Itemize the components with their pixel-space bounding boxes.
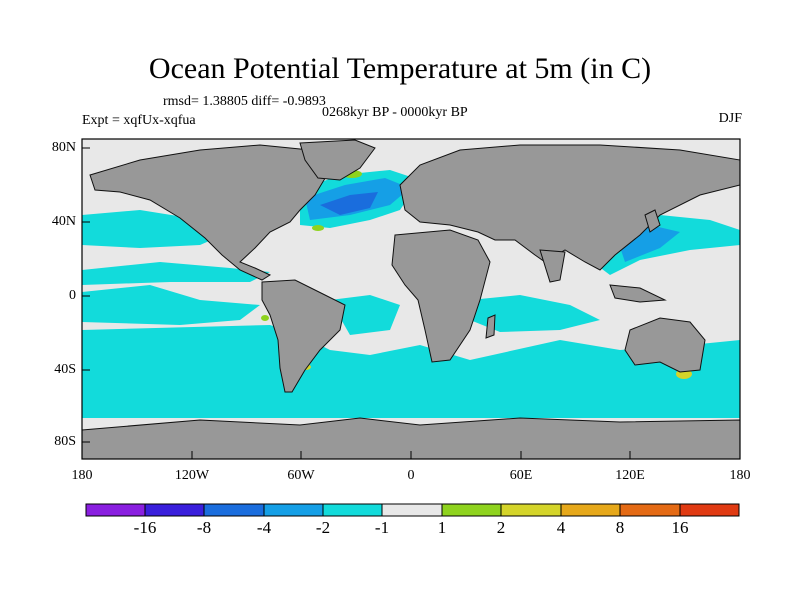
land-japan xyxy=(644,209,661,233)
land-southeast-asia-islands xyxy=(609,284,667,303)
colorbar-label-9: 8 xyxy=(615,518,625,537)
axis-ticks xyxy=(81,147,741,459)
experiment-label: Expt = xqfUx-xqfua xyxy=(82,113,196,128)
colorbar-box-8 xyxy=(500,503,562,517)
south-pacific-band xyxy=(82,285,260,325)
season-label: DJF xyxy=(718,111,742,126)
land-greenland xyxy=(299,139,376,181)
land-masses xyxy=(81,139,741,460)
colorbar-box-6 xyxy=(381,503,443,517)
lat-label-40n: 40N xyxy=(51,214,76,229)
lon-label-120e: 120E xyxy=(615,468,645,483)
north-atlantic-deep xyxy=(320,192,378,215)
lon-label-180w: 180 xyxy=(71,468,93,483)
period-label: 0268kyr BP - 0000kyr BP xyxy=(322,105,468,120)
lon-label-180e: 180 xyxy=(729,468,751,483)
land-north-america xyxy=(89,144,331,281)
lat-label-80s: 80S xyxy=(54,434,76,449)
colorbar-label-8: 4 xyxy=(556,518,566,537)
colorbar-label-4: -2 xyxy=(315,518,331,537)
indian-ocean-region xyxy=(470,295,600,332)
colorbar-label-6: 1 xyxy=(437,518,447,537)
land-africa xyxy=(391,229,491,363)
land-eurasia xyxy=(399,144,741,271)
land-madagascar xyxy=(485,314,496,339)
lon-label-120w: 120W xyxy=(174,468,210,483)
lat-label-40s: 40S xyxy=(54,362,76,377)
lon-label-0: 0 xyxy=(407,468,415,483)
stats-label: rmsd= 1.38805 diff= -0.9893 xyxy=(163,94,326,109)
lat-label-80n: 80N xyxy=(51,140,76,155)
colorbar-label-10: 16 xyxy=(671,518,689,537)
tropical-pacific-band xyxy=(82,262,270,285)
colorbar-label-3: -4 xyxy=(256,518,272,537)
colorbar-box-5 xyxy=(322,503,383,517)
colorbar-box-4 xyxy=(263,503,324,517)
colorbar-label-2: -8 xyxy=(196,518,212,537)
colorbar-box-3 xyxy=(203,503,265,517)
warm-patch-pacific xyxy=(261,315,269,321)
colorbar-box-9 xyxy=(560,503,621,517)
colorbar-box-1 xyxy=(85,503,146,517)
plot-title: Ocean Potential Temperature at 5m (in C) xyxy=(148,52,652,85)
colorbar-label-7: 2 xyxy=(496,518,506,537)
colorbar-box-11 xyxy=(679,503,740,517)
lon-label-60w: 60W xyxy=(287,468,315,483)
colorbar-box-2 xyxy=(144,503,205,517)
colorbar-box-7 xyxy=(441,503,502,517)
colorbar-label-5: -1 xyxy=(374,518,390,537)
southern-ocean-band xyxy=(82,325,740,418)
colorbar xyxy=(85,503,740,517)
warm-patch-atlantic xyxy=(312,225,324,231)
land-south-america xyxy=(261,279,346,393)
lat-label-0: 0 xyxy=(69,288,76,303)
colorbar-box-10 xyxy=(619,503,681,517)
colorbar-label-1: -16 xyxy=(133,518,157,537)
lon-label-60e: 60E xyxy=(509,468,533,483)
land-india xyxy=(539,249,566,283)
south-atlantic-region xyxy=(330,295,400,335)
land-australia xyxy=(624,317,706,373)
